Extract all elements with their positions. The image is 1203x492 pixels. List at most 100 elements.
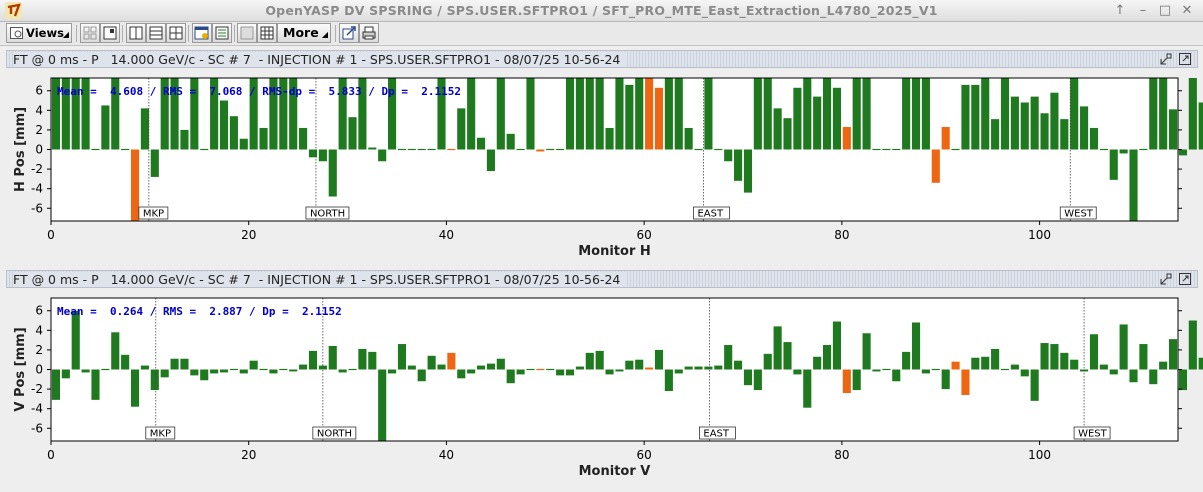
x-axis-label: Monitor H [578,244,651,259]
bar-monitor-6 [101,368,110,371]
list-edit-button[interactable] [212,23,232,43]
h-panel-restore-icon[interactable] [1159,52,1173,66]
y-axis-label: H Pos [mm] [13,107,28,192]
bar-monitor-90 [931,149,940,183]
v-panel-restore-icon[interactable] [1159,272,1173,286]
window-close-button[interactable]: ✕ [1181,3,1193,18]
split-layout-button[interactable] [166,23,186,43]
split-layout-icon [169,26,183,40]
h-panel-header: FT @ 0 ms - P 14.000 GeV/c - SC # 7 - IN… [6,50,1198,68]
bar-monitor-107 [1099,148,1108,151]
bar-monitor-41 [447,148,456,151]
marker-box-north [312,426,357,440]
single-view-button[interactable] [237,23,257,43]
bar-monitor-49 [526,78,535,150]
bar-monitor-15 [190,78,199,150]
bar-monitor-95 [981,78,990,150]
rows-layout-button[interactable] [146,23,166,43]
window-up-button[interactable]: ↑ [1114,3,1126,18]
bar-monitor-54 [575,78,584,150]
bar-monitor-95 [981,356,990,370]
bar-monitor-22 [259,368,268,371]
bar-monitor-53 [565,78,575,150]
bar-monitor-67 [704,366,713,370]
window-minimize-button[interactable]: – [1139,3,1147,18]
print-button[interactable] [359,23,379,43]
y-tick-label: -6 [31,201,43,215]
marker-label-west: WEST [1064,209,1094,220]
grid-layout-button[interactable] [80,23,100,43]
bar-monitor-39 [427,148,436,151]
bar-monitor-115 [1178,369,1187,391]
table-view-button[interactable] [257,23,277,43]
x-tick-label: 40 [439,228,454,242]
bar-monitor-40 [437,78,446,150]
bar-monitor-104 [1070,359,1079,370]
bar-monitor-51 [546,148,555,151]
bar-monitor-59 [625,84,634,150]
bar-monitor-45 [486,363,495,370]
bar-monitor-74 [773,326,782,370]
columns-layout-button[interactable] [126,23,146,43]
bar-monitor-98 [1010,96,1019,150]
y-tick-label: -4 [31,182,43,196]
columns-layout-icon [129,26,143,40]
bar-monitor-68 [714,365,723,370]
bar-monitor-99 [1020,369,1029,377]
bar-monitor-93 [961,84,970,150]
bar-monitor-43 [467,78,476,150]
bar-monitor-70 [734,149,743,181]
v-panel-maximize-icon[interactable] [1178,272,1192,286]
bar-monitor-64 [674,78,683,150]
bar-monitor-104 [1070,78,1079,150]
bar-monitor-83 [862,78,871,150]
h-panel-maximize-icon[interactable] [1178,52,1192,66]
bar-monitor-63 [664,78,673,150]
bar-monitor-93 [961,369,970,395]
y-tick-label: 6 [35,84,43,98]
bar-monitor-110 [1129,149,1138,221]
window-titlebar: OpenYASP DV SPSRING / SPS.USER.SFTPRO1 /… [0,0,1203,22]
bar-monitor-35 [388,369,397,374]
bar-monitor-17 [210,78,219,150]
more-button[interactable]: More ◢ [277,23,331,43]
bar-monitor-15 [190,369,199,376]
bar-monitor-108 [1109,369,1118,375]
bar-monitor-47 [506,369,515,384]
bar-monitor-20 [239,369,248,374]
x-tick-label: 20 [241,228,256,242]
bar-monitor-10 [140,108,149,150]
bar-monitor-31 [348,368,357,371]
bar-monitor-2 [61,78,70,150]
bar-monitor-33 [368,147,377,150]
bar-monitor-14 [180,358,189,370]
bar-monitor-115 [1178,149,1187,156]
tile-layout-button[interactable] [100,23,120,43]
bar-monitor-112 [1149,369,1158,385]
bar-monitor-70 [734,360,743,370]
settings-window-button[interactable] [192,23,212,43]
bar-monitor-108 [1109,149,1118,180]
bar-monitor-117 [1198,357,1203,370]
bar-monitor-14 [180,129,189,150]
bar-monitor-90 [931,368,940,371]
bar-monitor-44 [476,137,486,150]
bar-monitor-49 [526,368,535,371]
bar-monitor-46 [496,78,505,150]
bar-monitor-42 [457,108,466,150]
bar-monitor-103 [1060,119,1069,150]
views-button[interactable]: Views ◢ [6,23,72,43]
bar-monitor-31 [348,117,357,150]
bar-monitor-112 [1149,78,1158,150]
export-button[interactable] [339,23,359,43]
x-tick-label: 100 [1028,228,1051,242]
window-maximize-button[interactable]: □ [1158,3,1172,18]
bar-monitor-82 [852,369,861,391]
bar-monitor-26 [299,364,308,370]
h-panel-title: FT @ 0 ms - P 14.000 GeV/c - SC # 7 - IN… [13,52,627,67]
bar-monitor-111 [1139,148,1148,151]
bar-monitor-16 [200,369,209,381]
bar-monitor-100 [1030,369,1039,401]
